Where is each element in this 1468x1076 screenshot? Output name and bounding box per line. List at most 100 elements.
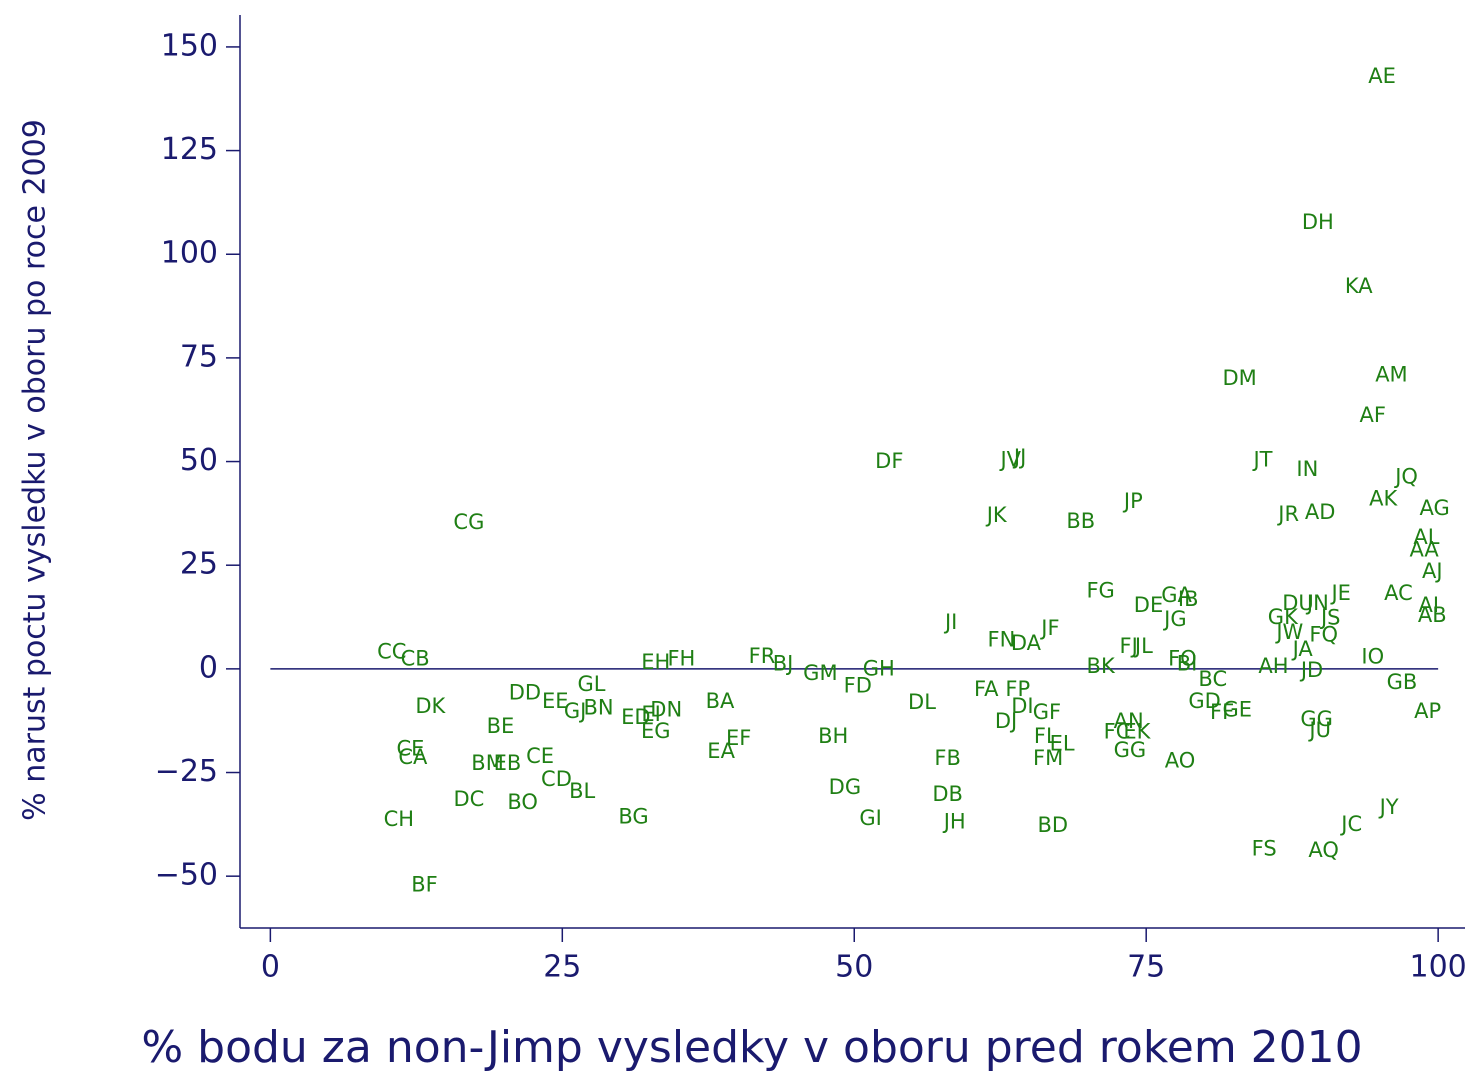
point-label: EG bbox=[641, 719, 671, 743]
point-label: DG bbox=[829, 775, 861, 799]
point-label: FM bbox=[1033, 746, 1063, 770]
y-tick-label: 75 bbox=[180, 339, 218, 374]
point-label: AD bbox=[1305, 500, 1336, 524]
point-label: DM bbox=[1222, 366, 1256, 390]
point-label: FL bbox=[1034, 724, 1058, 748]
point-label: CC bbox=[377, 640, 406, 664]
point-label: AA bbox=[1409, 538, 1439, 562]
point-label: FC bbox=[1104, 720, 1131, 744]
point-label: BK bbox=[1087, 654, 1116, 678]
point-label: BM bbox=[471, 751, 504, 775]
point-label: EA bbox=[707, 739, 735, 763]
point-label: JR bbox=[1276, 502, 1299, 526]
point-label: JI bbox=[943, 610, 957, 634]
point-label: AP bbox=[1414, 699, 1441, 723]
point-label: FO bbox=[1168, 647, 1197, 671]
point-label: EI bbox=[641, 702, 660, 726]
point-label: BA bbox=[706, 689, 735, 713]
point-label: FB bbox=[934, 746, 961, 770]
point-label: AH bbox=[1258, 654, 1288, 678]
point-label: AF bbox=[1360, 403, 1386, 427]
y-tick-label: −50 bbox=[155, 858, 218, 893]
point-label: DF bbox=[875, 449, 903, 473]
y-tick-label: 125 bbox=[161, 132, 218, 167]
point-label: DH bbox=[1302, 210, 1334, 234]
y-tick-label: 0 bbox=[199, 650, 218, 685]
point-label: FR bbox=[749, 644, 776, 668]
point-label: BO bbox=[507, 790, 538, 814]
y-tick-label: −25 bbox=[155, 754, 218, 789]
point-label: JQ bbox=[1393, 465, 1418, 489]
point-label: FA bbox=[974, 677, 999, 701]
y-tick-label: 150 bbox=[161, 28, 218, 63]
point-label: DN bbox=[650, 698, 682, 722]
point-label: JC bbox=[1339, 812, 1362, 836]
point-label: AC bbox=[1384, 581, 1413, 605]
point-label: FP bbox=[1005, 677, 1030, 701]
point-label: FD bbox=[844, 674, 872, 698]
point-label: GD bbox=[1188, 689, 1220, 713]
y-tick-label: 25 bbox=[180, 547, 218, 582]
point-label: JL bbox=[1133, 634, 1153, 658]
point-label: BF bbox=[411, 873, 438, 897]
point-label: FJ bbox=[1120, 634, 1138, 658]
point-label: IB bbox=[1178, 587, 1199, 611]
point-label: DB bbox=[932, 782, 963, 806]
point-label: BG bbox=[618, 805, 648, 829]
point-label: CD bbox=[541, 767, 572, 791]
point-label: DE bbox=[1134, 593, 1163, 617]
point-label: BC bbox=[1198, 667, 1227, 691]
point-label: BE bbox=[487, 714, 515, 738]
x-tick-label: 0 bbox=[261, 950, 280, 985]
point-label: BI bbox=[1177, 652, 1198, 676]
point-label: EK bbox=[1123, 720, 1151, 744]
point-label: BL bbox=[569, 779, 595, 803]
point-label: GB bbox=[1387, 670, 1418, 694]
point-label: AK bbox=[1369, 487, 1398, 511]
point-label: EL bbox=[1050, 732, 1075, 756]
point-label: JU bbox=[1307, 718, 1331, 742]
point-label: IO bbox=[1361, 645, 1384, 669]
point-label: AQ bbox=[1308, 838, 1339, 862]
point-label: DJ bbox=[995, 709, 1017, 733]
point-label: CB bbox=[401, 647, 430, 671]
point-label: JG bbox=[1162, 607, 1186, 631]
point-label: GH bbox=[863, 657, 895, 681]
point-label: GI bbox=[859, 806, 881, 830]
point-label: DC bbox=[453, 787, 484, 811]
point-label: GG bbox=[1114, 738, 1147, 762]
point-label: CA bbox=[398, 745, 428, 769]
y-tick-label: 50 bbox=[180, 443, 218, 478]
x-tick-label: 25 bbox=[543, 950, 581, 985]
point-label: JN bbox=[1305, 591, 1329, 615]
point-label: AJ bbox=[1422, 559, 1443, 583]
point-label: DI bbox=[1011, 694, 1033, 718]
point-label: EF bbox=[726, 726, 751, 750]
point-label: JD bbox=[1299, 658, 1323, 682]
point-label: CE bbox=[526, 744, 554, 768]
point-label: GL bbox=[578, 672, 606, 696]
point-label: DA bbox=[1011, 631, 1042, 655]
point-label: CH bbox=[384, 807, 414, 831]
x-tick-label: 100 bbox=[1410, 950, 1467, 985]
point-label: FG bbox=[1086, 579, 1114, 603]
point-label: GE bbox=[1223, 698, 1253, 722]
point-label: GM bbox=[803, 661, 837, 685]
point-label: JF bbox=[1039, 616, 1059, 640]
point-label: GA bbox=[1161, 583, 1192, 607]
point-label: CE bbox=[397, 737, 425, 761]
point-label: AB bbox=[1418, 603, 1447, 627]
point-label: EH bbox=[641, 650, 670, 674]
point-label: FQ bbox=[1309, 623, 1338, 647]
point-label: JH bbox=[942, 810, 966, 834]
point-label: KA bbox=[1345, 274, 1373, 298]
point-label: GJ bbox=[564, 699, 586, 723]
point-label: AE bbox=[1368, 64, 1396, 88]
y-axis-label: % narust poctu vysledku v oboru po roce … bbox=[18, 119, 53, 821]
point-label: AI bbox=[1419, 593, 1440, 617]
point-label: DK bbox=[415, 694, 446, 718]
point-label: AG bbox=[1419, 496, 1449, 520]
point-label: AO bbox=[1165, 749, 1196, 773]
point-label: JA bbox=[1291, 637, 1314, 661]
